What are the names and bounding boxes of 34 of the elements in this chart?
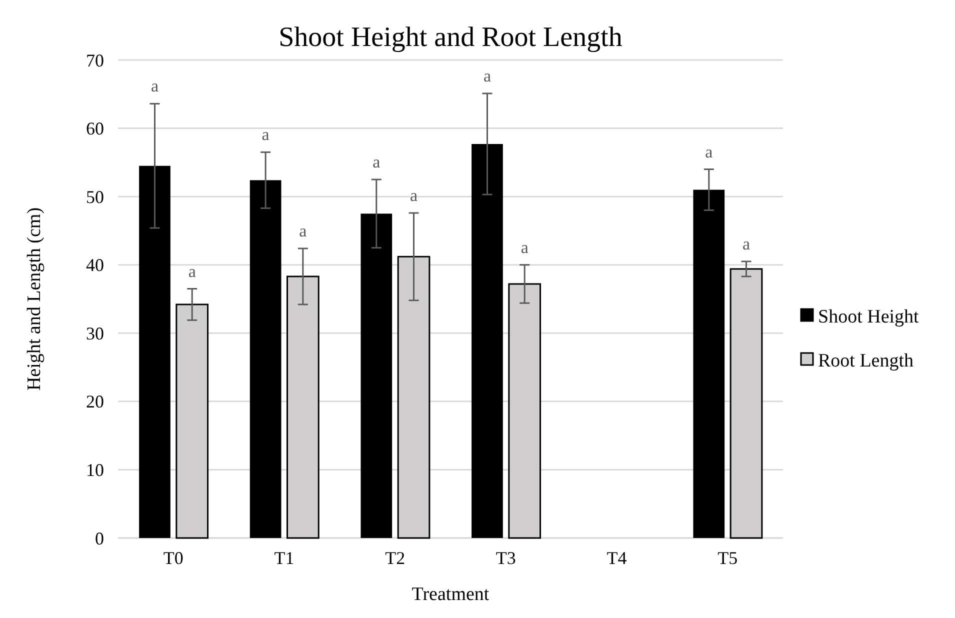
legend-label: Root Length — [818, 350, 914, 372]
bar — [693, 190, 725, 538]
annotation: a — [410, 186, 418, 205]
annotation: a — [299, 221, 308, 240]
bar — [139, 166, 170, 538]
x-tick-label: T3 — [496, 548, 516, 568]
annotation: a — [372, 152, 381, 172]
annotation: a — [483, 66, 492, 86]
y-tick-label: 50 — [86, 186, 104, 207]
chart-title: Shoot Height and Root Length — [278, 22, 622, 53]
y-tick-label: 10 — [86, 460, 104, 480]
bar — [360, 214, 392, 538]
annotation: a — [705, 142, 714, 162]
y-tick-label: 30 — [86, 323, 104, 344]
y-tick-label: 0 — [95, 528, 104, 548]
y-tick-label: 20 — [86, 392, 104, 412]
annotation: a — [188, 262, 196, 281]
y-tick-label: 70 — [86, 50, 104, 70]
x-tick-label: T2 — [385, 548, 406, 568]
x-tick-label: T4 — [606, 548, 627, 568]
x-tick-label: T5 — [718, 548, 738, 568]
y-tick-label: 40 — [86, 255, 104, 276]
x-tick-label: T0 — [163, 548, 184, 568]
bar — [250, 180, 282, 538]
y-tick-label: 60 — [86, 118, 104, 139]
annotation: a — [262, 125, 270, 144]
annotation: a — [742, 234, 750, 254]
legend-label: Shoot Height — [818, 306, 920, 328]
annotation: a — [520, 238, 529, 257]
bar — [472, 144, 503, 538]
x-tick-label: T1 — [274, 548, 294, 568]
annotation: a — [150, 76, 159, 96]
y-axis-title: Height and Length (cm) — [24, 207, 45, 391]
x-axis-title: Treatment — [412, 584, 490, 605]
